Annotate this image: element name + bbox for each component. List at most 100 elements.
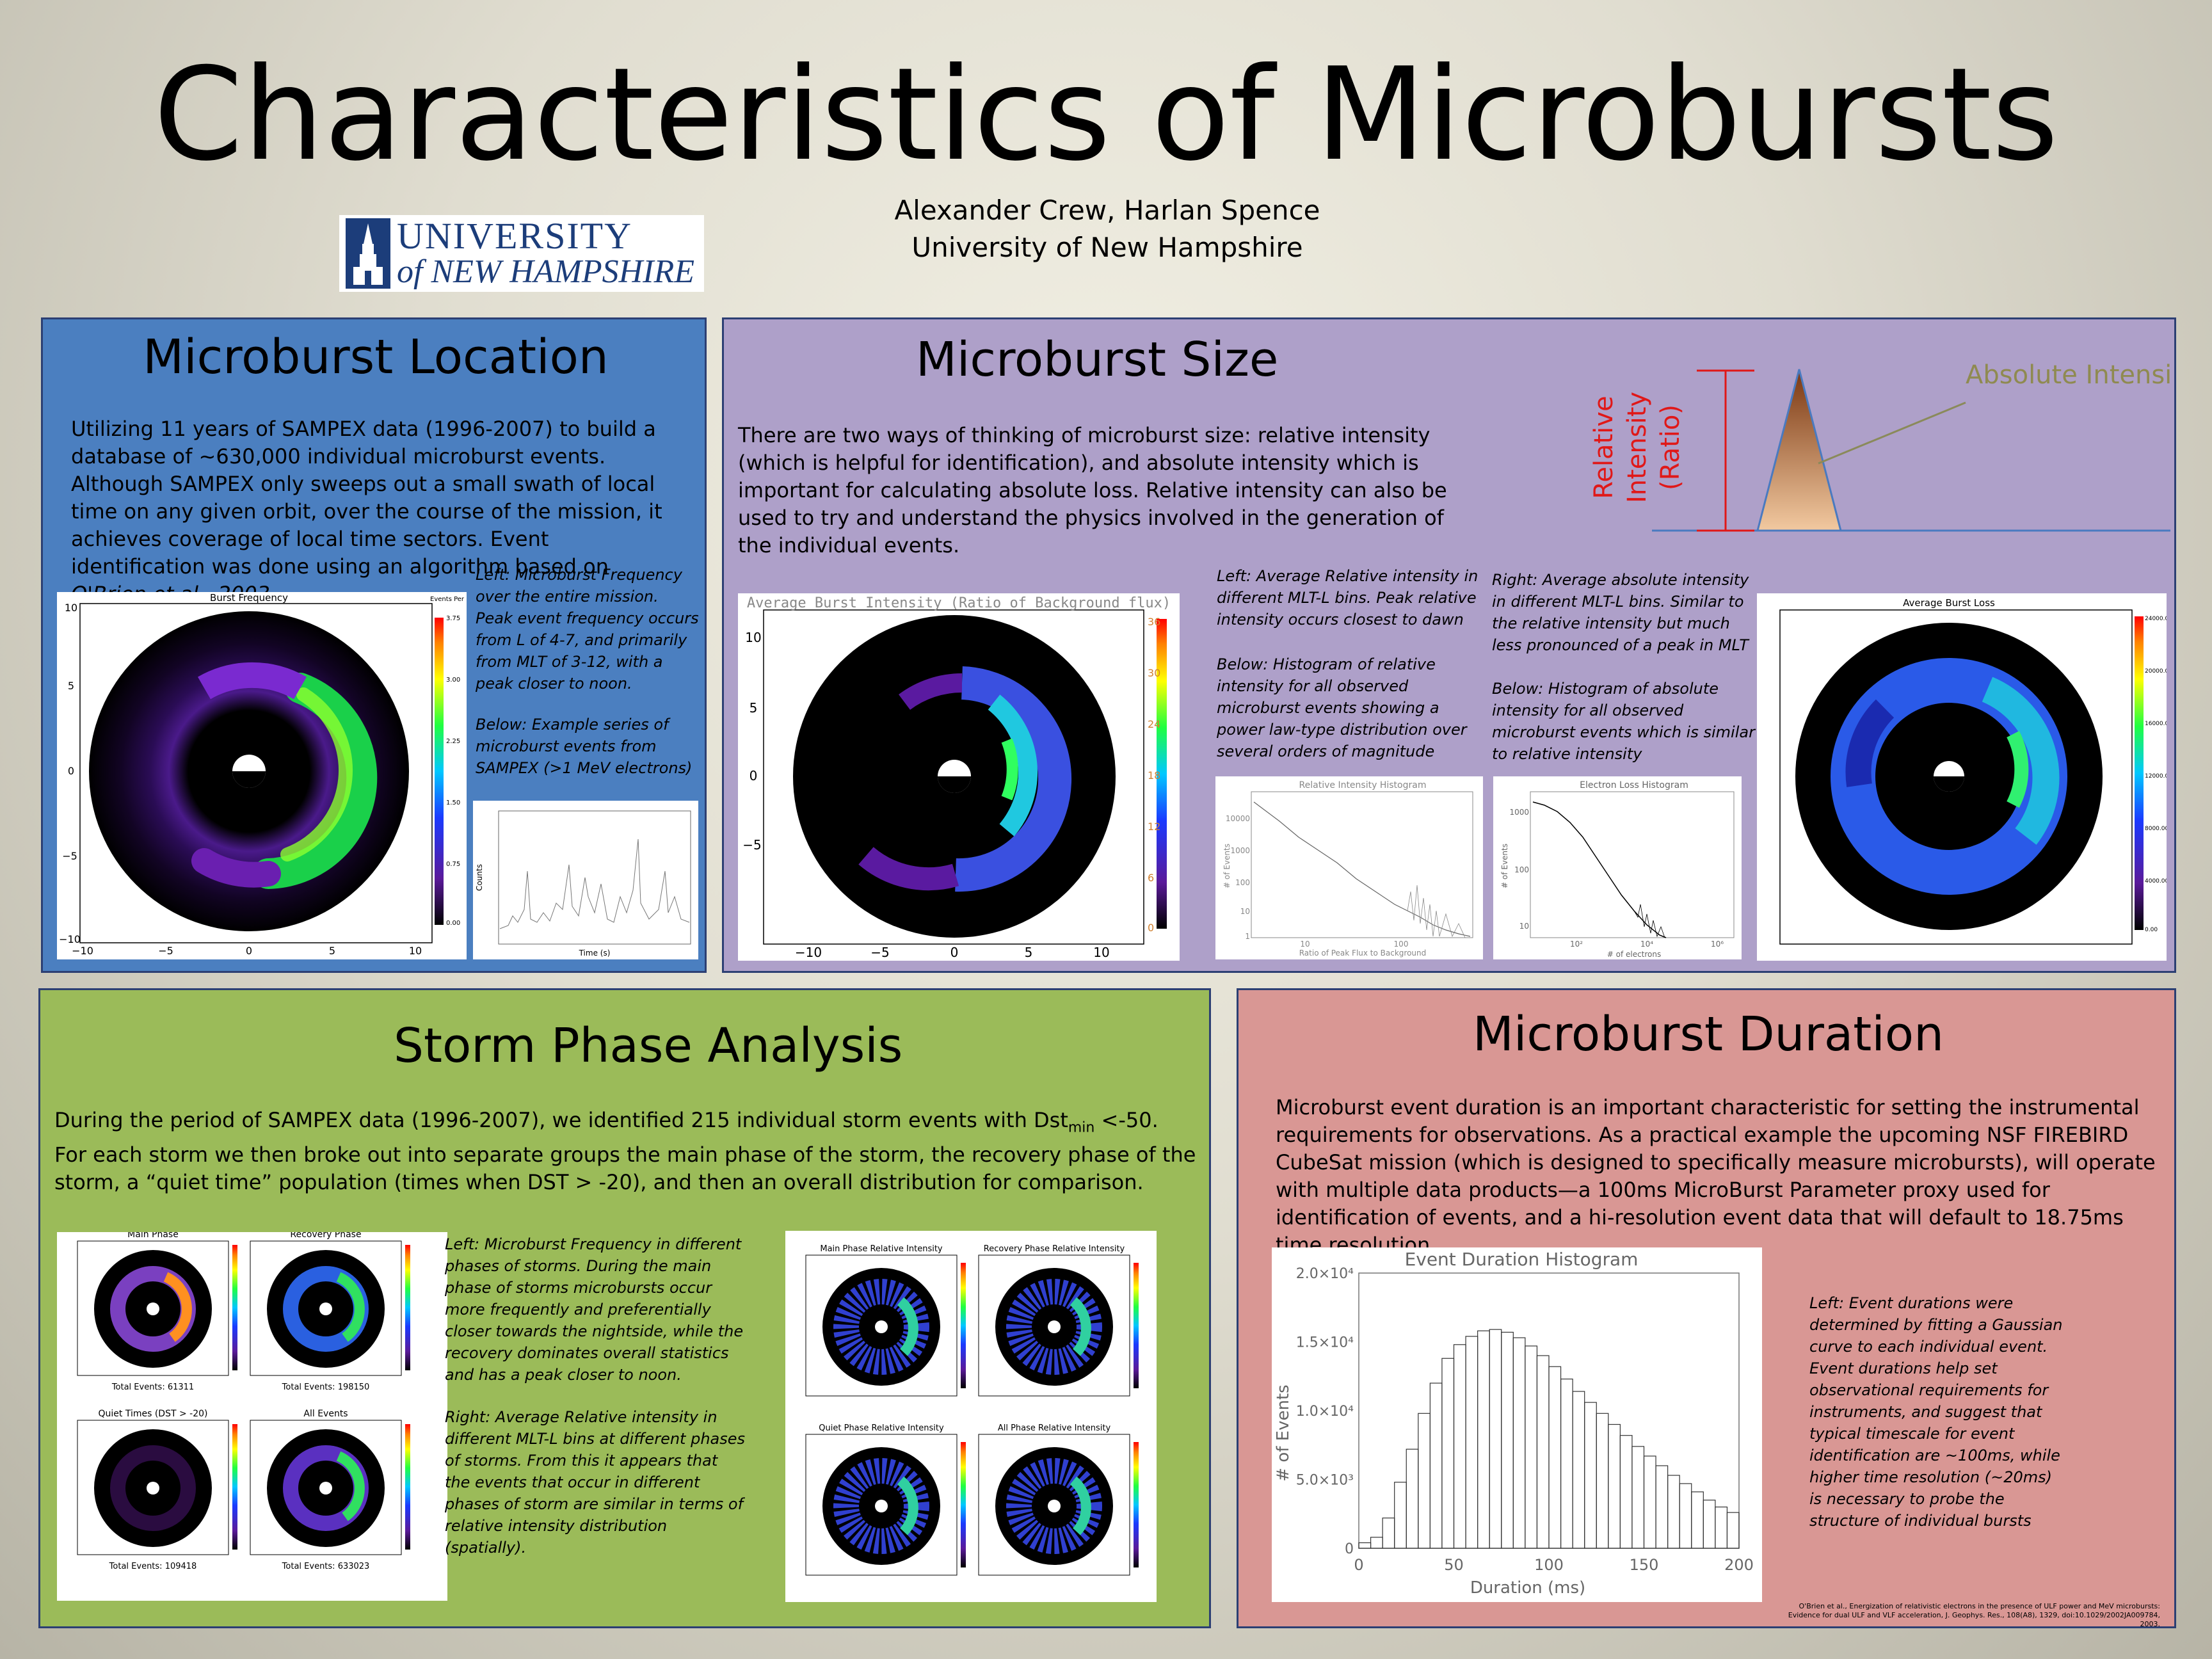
x-tick-label: 50 (1444, 1556, 1464, 1574)
series-xlabel: Time (s) (579, 949, 611, 958)
histogram-bar (1477, 1330, 1490, 1549)
histogram-bar (1512, 1337, 1526, 1549)
histogram-bar (1596, 1413, 1609, 1549)
loss-hist-ytick: 10 (1519, 922, 1529, 931)
storm-rel-title: All Phase Relative Intensity (998, 1423, 1111, 1433)
loss-hist-xticks: 10² 10⁴ 10⁶ (1570, 940, 1724, 949)
storm-freq-title: Main Phase (127, 1232, 179, 1240)
y-tick-label: 2.0×10⁴ (1296, 1266, 1354, 1282)
earth-icon (319, 1482, 332, 1495)
storm-rel-peak (897, 1476, 918, 1535)
svg-text:5: 5 (68, 680, 74, 692)
storm-freq-title: Recovery Phase (290, 1232, 361, 1240)
storm-freq-colorbar (232, 1424, 237, 1550)
histogram-bar (1726, 1512, 1740, 1549)
histogram-bar (1453, 1344, 1466, 1549)
storm-rel-colorbar (961, 1263, 966, 1388)
storm-caption-2: Right: Average Relative intensity in dif… (445, 1408, 746, 1557)
storm-freq-peak (336, 1451, 365, 1521)
svg-text:10: 10 (745, 630, 761, 645)
earth-icon (1048, 1500, 1061, 1512)
storm-rel-frame (978, 1434, 1130, 1576)
storm-rel-colorbar (1134, 1263, 1139, 1388)
histogram-bar (1584, 1402, 1597, 1549)
x-tick-label: 150 (1630, 1556, 1659, 1574)
histogram-bar (1358, 1542, 1372, 1549)
storm-rel-frame (805, 1434, 958, 1576)
abs-tick: 12000.00 (2145, 773, 2167, 780)
histogram-bar (1572, 1391, 1585, 1549)
storm-title: Storm Phase Analysis (394, 1018, 903, 1073)
earth-icon (147, 1482, 159, 1495)
author-names: Alexander Crew, Harlan Spence (894, 195, 1320, 226)
duration-panel: Microburst Duration Microburst event dur… (1237, 988, 2176, 1628)
storm-freq-colorbar (405, 1245, 410, 1370)
y-tick-label: 1.5×10⁴ (1296, 1335, 1354, 1351)
storm-text-1-sub: min (1068, 1119, 1095, 1136)
cb-tick: 3.75 (446, 615, 460, 622)
storm-freq-colorbar (232, 1245, 237, 1370)
storm-text-1b: <-50. (1094, 1108, 1158, 1132)
rel-label-1: Relative (1589, 396, 1619, 499)
abs-tick: 20000.00 (2145, 668, 2167, 675)
storm-freq-colorbar (405, 1424, 410, 1550)
size-caption-right-1: Right: Average absolute intensity in dif… (1492, 571, 1749, 654)
rel-hist-ylabel: # of Events (1222, 844, 1231, 888)
storm-text-2: For each storm we then broke out into se… (54, 1142, 1196, 1195)
abs-intensity-label: Absolute Intensity (1966, 360, 2170, 390)
rel-hist-ytick: 1 (1245, 932, 1250, 941)
cb-tick: 1.50 (446, 799, 460, 806)
histogram-bar (1655, 1465, 1669, 1549)
duration-chart-xlabel: Duration (ms) (1470, 1578, 1585, 1598)
histogram-bar (1382, 1518, 1395, 1549)
loss-hist-ytick: 1000 (1509, 808, 1529, 817)
storm-rel-frame (978, 1254, 1130, 1397)
rel-hist-title: Relative Intensity Histogram (1299, 780, 1427, 790)
axis-ticks: −10 −5 0 5 10 10 5 0 −5 −10 (59, 602, 422, 957)
svg-text:10: 10 (409, 945, 422, 957)
rel-map-axis-ticks: −10 −5 0 5 10 10 5 0 −5 (742, 630, 1109, 960)
location-title: Microburst Location (143, 330, 609, 385)
rel-hist-yticks: 10000 1000 100 10 1 (1226, 814, 1250, 941)
rel-tick: 36 (1148, 616, 1160, 628)
abs-tick: 16000.00 (2145, 721, 2167, 727)
svg-text:5: 5 (749, 700, 758, 716)
earth-icon (319, 1302, 332, 1315)
x-tick-label: 200 (1724, 1556, 1754, 1574)
abs-tick: 24000.00 (2145, 616, 2167, 622)
histogram-bar (1370, 1537, 1383, 1549)
svg-text:0: 0 (749, 768, 758, 783)
colorbar-label: Events Per Min (430, 596, 467, 603)
rel-intensity-histogram: Relative Intensity Histogram Ratio of Pe… (1215, 776, 1483, 959)
storm-freq-frame (250, 1420, 402, 1555)
histogram-bar (1441, 1358, 1455, 1549)
location-text: Utilizing 11 years of SAMPEX data (1996-… (71, 415, 685, 608)
location-caption-1: Left: Microburst Frequency over the enti… (476, 566, 699, 693)
storm-text: During the period of SAMPEX data (1996-2… (54, 1107, 1200, 1196)
storm-panel: Storm Phase Analysis During the period o… (38, 988, 1211, 1628)
loss-hist-ytick: 100 (1514, 865, 1529, 874)
plot-title: Burst Frequency (210, 592, 288, 604)
svg-text:0: 0 (68, 765, 74, 777)
storm-rel-peak (1070, 1297, 1091, 1356)
storm-freq-title: Quiet Times (DST > -20) (99, 1409, 208, 1419)
storm-freq-peak (336, 1272, 365, 1342)
electron-loss-histogram: Electron Loss Histogram # of electrons #… (1493, 776, 1742, 959)
unh-logo: UNIVERSITY of NEW HAMPSHIRE (339, 215, 704, 292)
histogram-bar (1548, 1366, 1562, 1549)
histogram-bar (1703, 1500, 1716, 1549)
svg-text:5: 5 (329, 945, 335, 957)
svg-text:−5: −5 (870, 945, 889, 960)
colorbar-ticks: 3.75 3.00 2.25 1.50 0.75 0.00 (446, 615, 460, 927)
svg-text:10: 10 (65, 602, 77, 614)
abs-tick: 8000.00 (2145, 826, 2167, 832)
loss-hist-yticks: 1000 100 10 (1509, 808, 1529, 931)
rel-tick: 24 (1148, 718, 1160, 730)
earth-icon (875, 1320, 888, 1333)
poster-title: Characteristics of Microbursts (153, 40, 2059, 189)
storm-rel-title: Recovery Phase Relative Intensity (984, 1244, 1125, 1254)
storm-relative-grid: Main Phase Relative Intensity Recovery Ph… (785, 1231, 1157, 1602)
abs-intensity-map: Average Burst Loss 24000.00 20000.00 160… (1757, 593, 2167, 961)
example-series-plot: Time (s) Counts (473, 801, 698, 959)
svg-text:−5: −5 (158, 945, 173, 957)
